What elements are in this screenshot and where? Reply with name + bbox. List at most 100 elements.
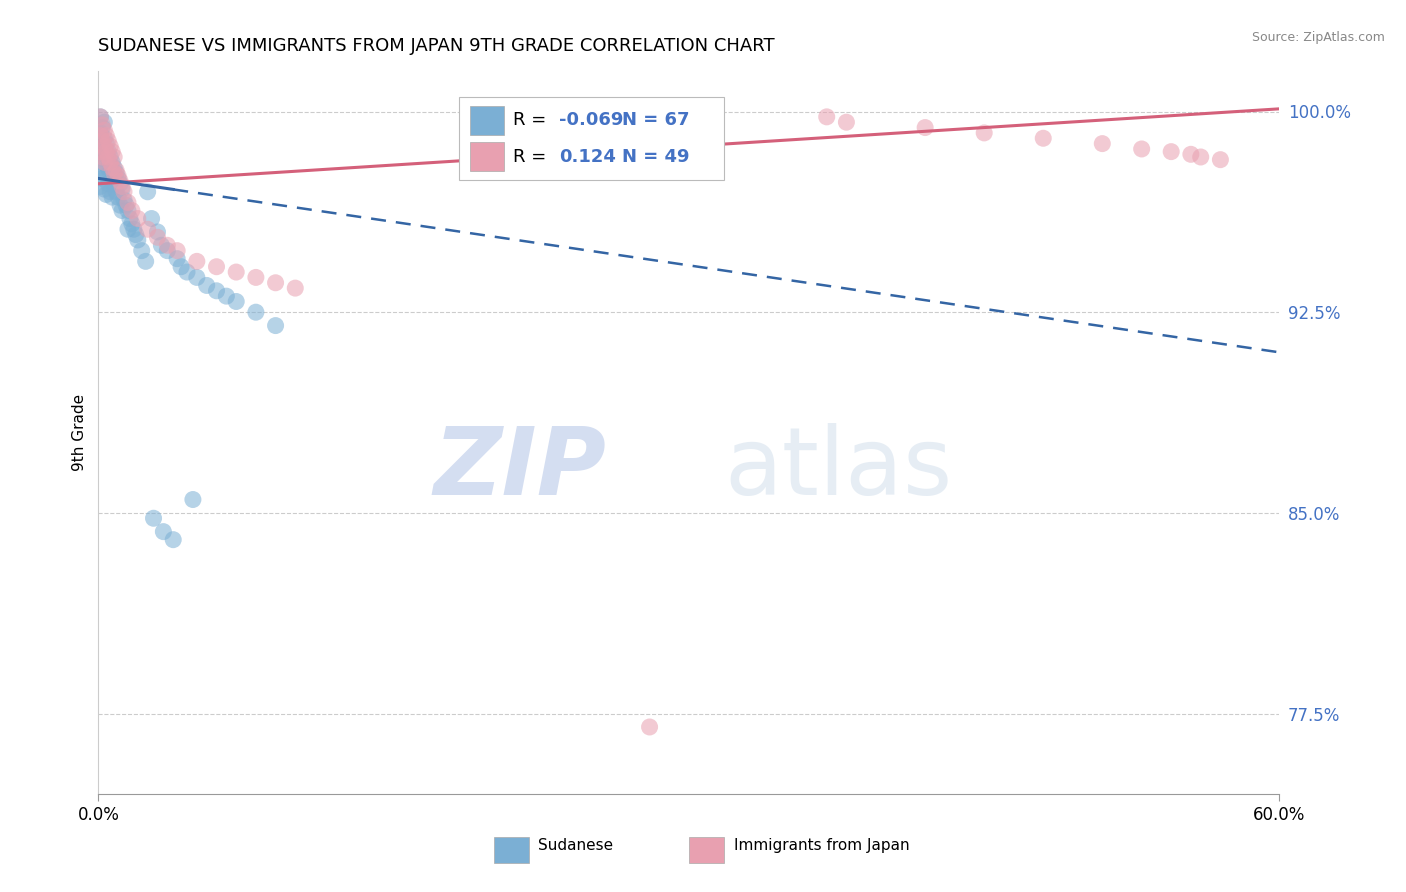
Point — [1091, 136, 1114, 151]
Point — [105, 185, 128, 199]
Point — [101, 161, 124, 175]
Point — [245, 270, 267, 285]
Point — [108, 198, 131, 212]
Text: ZIP: ZIP — [433, 423, 606, 515]
Point — [186, 270, 208, 285]
Point — [205, 260, 228, 274]
FancyBboxPatch shape — [494, 837, 530, 863]
Point — [111, 179, 134, 194]
Point — [93, 155, 115, 169]
Point — [96, 145, 118, 159]
Point — [1032, 131, 1054, 145]
Point — [91, 150, 114, 164]
Point — [97, 134, 120, 148]
Point — [142, 511, 165, 525]
Point — [121, 203, 143, 218]
Point — [91, 136, 114, 151]
Point — [135, 254, 157, 268]
Point — [141, 211, 163, 226]
Point — [97, 161, 120, 175]
Point — [89, 179, 111, 194]
Point — [101, 171, 124, 186]
Point — [815, 110, 838, 124]
Point — [264, 318, 287, 333]
Point — [91, 118, 114, 132]
Point — [118, 211, 141, 226]
Text: 0.124: 0.124 — [560, 147, 616, 166]
Point — [108, 174, 131, 188]
Point — [112, 185, 135, 199]
FancyBboxPatch shape — [471, 106, 503, 135]
Point — [1189, 150, 1212, 164]
Point — [127, 211, 149, 226]
Point — [264, 276, 287, 290]
Point — [166, 244, 188, 258]
Point — [101, 190, 124, 204]
Point — [105, 163, 128, 178]
Point — [89, 145, 111, 159]
Point — [638, 720, 661, 734]
Point — [103, 150, 125, 164]
Point — [91, 155, 114, 169]
Point — [96, 169, 118, 183]
Point — [96, 136, 118, 151]
Point — [136, 222, 159, 236]
Point — [225, 294, 247, 309]
Point — [103, 177, 125, 191]
Point — [973, 126, 995, 140]
Point — [103, 161, 125, 175]
Point — [170, 260, 193, 274]
Point — [96, 153, 118, 167]
Text: R =: R = — [513, 112, 553, 129]
Point — [89, 142, 111, 156]
Point — [215, 289, 238, 303]
Point — [125, 227, 148, 242]
Point — [101, 145, 124, 159]
Point — [93, 163, 115, 178]
Point — [93, 131, 115, 145]
Point — [96, 128, 118, 143]
FancyBboxPatch shape — [689, 837, 724, 863]
Point — [93, 115, 115, 129]
Point — [93, 123, 115, 137]
Point — [112, 193, 135, 207]
Point — [93, 182, 115, 196]
Point — [91, 134, 114, 148]
Point — [89, 110, 111, 124]
Point — [117, 203, 139, 218]
Point — [89, 126, 111, 140]
Point — [107, 171, 129, 186]
Point — [225, 265, 247, 279]
Text: -0.069: -0.069 — [560, 112, 623, 129]
Text: N = 49: N = 49 — [621, 147, 689, 166]
Point — [156, 238, 179, 252]
Point — [97, 150, 120, 164]
Text: Immigrants from Japan: Immigrants from Japan — [734, 838, 910, 854]
Point — [97, 177, 120, 191]
Point — [127, 233, 149, 247]
Point — [101, 155, 124, 169]
Point — [97, 145, 120, 159]
Point — [176, 265, 198, 279]
Point — [146, 225, 169, 239]
Text: Sudanese: Sudanese — [537, 838, 613, 854]
Point — [136, 185, 159, 199]
Point — [89, 161, 111, 175]
Point — [150, 238, 173, 252]
Point — [914, 120, 936, 135]
Point — [89, 110, 111, 124]
Point — [111, 203, 134, 218]
Point — [1160, 145, 1182, 159]
Point — [181, 492, 204, 507]
Point — [186, 254, 208, 268]
Point — [105, 166, 128, 180]
Point — [117, 222, 139, 236]
Y-axis label: 9th Grade: 9th Grade — [72, 394, 87, 471]
Point — [152, 524, 174, 539]
Point — [98, 166, 121, 180]
Point — [115, 198, 138, 212]
Point — [96, 187, 118, 202]
Point — [98, 155, 121, 169]
Point — [93, 147, 115, 161]
Point — [146, 230, 169, 244]
